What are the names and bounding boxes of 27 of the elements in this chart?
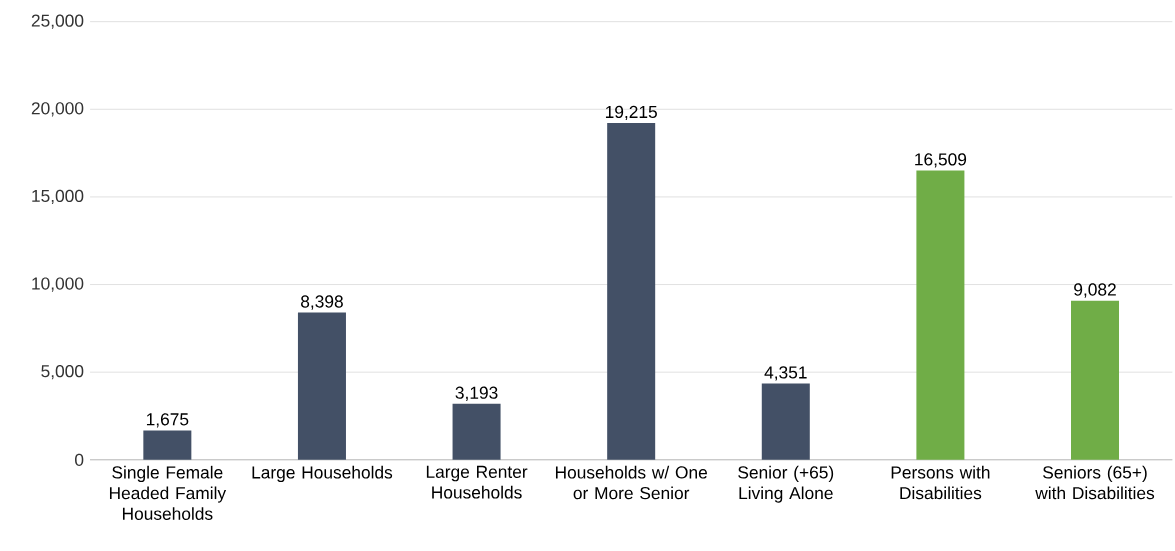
data-label: 1,675: [146, 413, 189, 428]
x-tick-label: Persons with Disabilities: [891, 465, 990, 500]
data-label: 4,351: [764, 366, 807, 381]
y-tick-label: 10,000: [32, 277, 84, 292]
data-label: 9,082: [1074, 283, 1116, 298]
x-tick-label: Senior (+65) Living Alone: [738, 465, 834, 503]
bar: [452, 403, 501, 460]
y-tick-label: 25,000: [31, 14, 84, 29]
bar: [297, 312, 346, 460]
data-label: 19,215: [605, 105, 657, 121]
x-tick-label: Large Households: [252, 465, 393, 483]
data-label: 8,398: [301, 295, 343, 310]
x-tick-label: Households w/ One or More Senior: [555, 465, 707, 500]
bar: [143, 430, 192, 460]
y-tick-label: 20,000: [31, 102, 84, 117]
bar: [607, 123, 656, 460]
y-tick-label: 0: [75, 453, 84, 467]
y-tick-label: 15,000: [32, 189, 84, 205]
x-tick-label: Single Female Headed Family Households: [109, 465, 227, 520]
data-label: 16,509: [915, 153, 967, 168]
bar: [1071, 300, 1120, 460]
x-tick-label: Seniors (65+) with Disabilities: [1035, 465, 1155, 500]
bar: [916, 170, 965, 460]
x-tick-label: Large Renter Households: [426, 465, 528, 499]
bar: [761, 383, 810, 460]
data-label: 3,193: [455, 386, 498, 401]
y-tick-label: 5,000: [41, 365, 84, 380]
